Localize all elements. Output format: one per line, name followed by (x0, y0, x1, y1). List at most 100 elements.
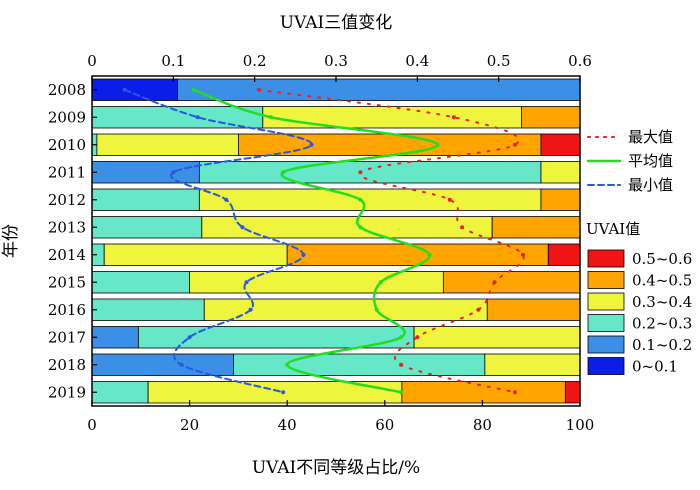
line-point (244, 280, 249, 285)
line-point (191, 87, 196, 92)
line-point (399, 390, 404, 395)
line-平均值 (192, 88, 439, 394)
bar-segment (203, 298, 488, 321)
lines-layer (122, 87, 526, 395)
line-point (512, 390, 517, 395)
x-top-tick-label: 0.1 (161, 52, 185, 70)
y-tick-label: 2010 (48, 136, 86, 154)
line-point (301, 252, 306, 257)
bar-segment (233, 353, 486, 376)
x-bottom-tick-label: 0 (87, 416, 97, 434)
x-top-axis-title: UVAI三值变化 (280, 13, 392, 33)
bar-segment (103, 243, 288, 266)
bar-segment (491, 216, 581, 239)
bars-layer (91, 78, 581, 404)
bar-segment (486, 298, 581, 321)
y-tick-label: 2009 (48, 108, 86, 126)
line-point (309, 142, 314, 147)
line-point (451, 115, 456, 120)
line-point (248, 307, 253, 312)
bar-segment (91, 106, 264, 129)
line-point (399, 335, 404, 340)
x-bottom-tick-label: 40 (278, 416, 297, 434)
legend-line-label: 最大值 (628, 128, 673, 146)
bar-segment (91, 353, 234, 376)
line-point (492, 280, 497, 285)
line-point (268, 115, 273, 120)
line-point (399, 362, 404, 367)
y-tick-label: 2014 (48, 246, 86, 264)
bar-segment (91, 298, 205, 321)
x-top-tick-label: 0.6 (568, 52, 592, 70)
line-point (427, 252, 432, 257)
legend-bar-swatch (587, 357, 625, 375)
line-point (179, 362, 184, 367)
line-point (512, 142, 517, 147)
bar-segment (198, 161, 542, 184)
line-point (240, 225, 245, 230)
line-point (285, 362, 290, 367)
bar-segment (201, 216, 493, 239)
bar-segment (91, 78, 178, 101)
line-point (171, 170, 176, 175)
x-top-tick-label: 0.2 (243, 52, 267, 70)
bar-segment (540, 161, 581, 184)
bar-segment (91, 161, 200, 184)
bar-segment (176, 78, 581, 101)
y-tick-label: 2017 (48, 328, 86, 346)
bar-segment (91, 188, 200, 211)
y-tick-label: 2016 (48, 301, 86, 319)
line-point (374, 307, 379, 312)
legend-bar-label: 0.5~0.6 (632, 250, 692, 268)
bar-segment (91, 271, 190, 294)
line-point (224, 197, 229, 202)
y-axis-title: 年份 (1, 224, 21, 258)
line-point (358, 225, 363, 230)
bar-segment (442, 271, 581, 294)
line-point (281, 390, 286, 395)
y-tick-label: 2013 (48, 218, 86, 236)
line-point (195, 115, 200, 120)
line-point (415, 335, 420, 340)
line-point (435, 142, 440, 147)
x-bottom-axis-title: UVAI不同等级占比/% (252, 458, 420, 478)
bar-segment (540, 133, 581, 156)
y-tick-label: 2011 (48, 163, 86, 181)
legend-line-label: 最小值 (628, 176, 673, 194)
x-top-tick-label: 0.3 (324, 52, 348, 70)
line-point (281, 170, 286, 175)
bar-segment (198, 188, 542, 211)
x-bottom-tick-label: 100 (566, 416, 595, 434)
x-bottom-tick-label: 80 (473, 416, 492, 434)
x-top-tick-label: 0 (87, 52, 97, 70)
bar-segment (547, 243, 581, 266)
x-bottom-tick-label: 60 (375, 416, 394, 434)
bar-segment (484, 353, 581, 376)
bar-segment (262, 106, 522, 129)
x-top-tick-label: 0.5 (487, 52, 511, 70)
legend-bar-swatch (587, 249, 625, 268)
legend-bar-title: UVAI值 (586, 220, 640, 238)
bar-segment (521, 106, 581, 129)
bar-segment (91, 381, 149, 404)
line-point (358, 197, 363, 202)
y-tick-label: 2015 (48, 273, 86, 291)
y-tick-label: 2008 (48, 81, 86, 99)
bar-segment (96, 133, 239, 156)
legend-bar-swatch (587, 335, 625, 354)
legend-bar-swatch (587, 314, 625, 332)
bar-segment (564, 381, 581, 404)
line-point (187, 335, 192, 340)
legend-bar-label: 0.1~0.2 (632, 336, 692, 354)
line-point (378, 280, 383, 285)
legend-line-label: 平均值 (628, 152, 673, 170)
line-point (122, 87, 127, 92)
bar-segment (189, 271, 444, 294)
bar-segment (401, 381, 566, 404)
legend-bar-swatch (587, 271, 625, 289)
legend-bar-swatch (587, 292, 625, 311)
line-point (447, 197, 452, 202)
line-point (476, 307, 481, 312)
